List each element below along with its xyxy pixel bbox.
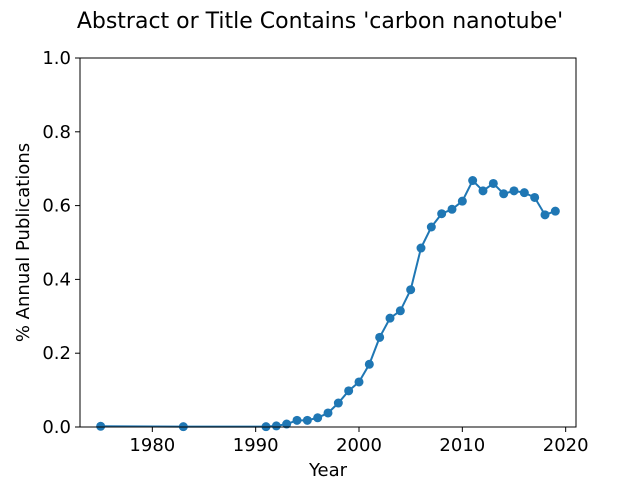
x-tick-label: 2010 (439, 435, 485, 456)
data-point (478, 186, 488, 196)
series-line (100, 178, 556, 428)
data-point (395, 306, 405, 316)
chart-title: Abstract or Title Contains 'carbon nanot… (77, 9, 563, 34)
data-point (530, 192, 540, 202)
data-point (375, 332, 385, 342)
data-point (468, 176, 478, 186)
data-point (292, 415, 302, 425)
data-point (437, 209, 447, 219)
data-point (406, 285, 416, 295)
y-axis-label: % Annual Publications (13, 143, 34, 342)
data-point (416, 243, 426, 253)
plot-frame (79, 57, 577, 428)
y-tick-label: 0.8 (42, 122, 71, 143)
data-point (344, 386, 354, 396)
data-point (499, 189, 509, 199)
x-tick-label: 2000 (336, 435, 382, 456)
y-tick-label: 1.0 (42, 48, 71, 69)
x-tick-label: 1990 (233, 435, 279, 456)
data-point (333, 398, 343, 408)
y-tick-label: 0.2 (42, 343, 71, 364)
plot-marks (96, 176, 560, 432)
data-point (354, 377, 364, 387)
data-point (364, 359, 374, 369)
data-point (271, 421, 281, 431)
x-axis-label: Year (308, 460, 348, 480)
axis-ticks: 1980 1990 2000 2010 2020 0.0 0.2 0.4 0.6 0.8 1.0 (42, 48, 588, 456)
data-point (313, 413, 323, 423)
y-tick-label: 0.0 (42, 417, 71, 438)
data-point (509, 186, 519, 196)
data-point (282, 419, 292, 429)
data-point (488, 178, 498, 188)
x-tick-label: 1980 (129, 435, 175, 456)
x-tick-label: 2020 (543, 435, 589, 456)
y-tick-label: 0.6 (42, 196, 71, 217)
y-tick-label: 0.4 (42, 269, 71, 290)
data-point (96, 421, 106, 431)
data-point (385, 313, 395, 323)
data-point (426, 222, 436, 232)
data-point (550, 206, 560, 216)
data-point (323, 408, 333, 418)
data-point (540, 210, 550, 220)
data-point (457, 196, 467, 206)
data-point (302, 415, 312, 425)
data-point (447, 204, 457, 214)
data-point (519, 188, 529, 198)
